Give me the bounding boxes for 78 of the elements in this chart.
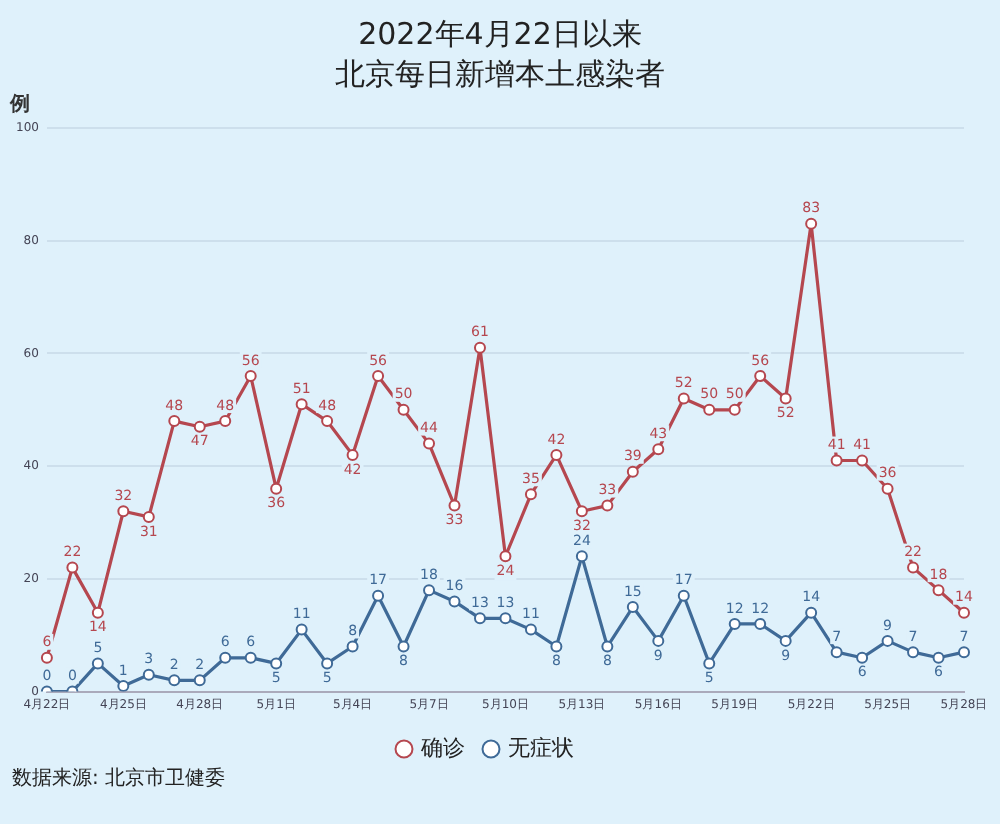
point <box>423 584 436 597</box>
point <box>754 617 767 630</box>
point <box>168 415 181 428</box>
point <box>499 612 512 625</box>
point <box>830 454 843 467</box>
point <box>805 606 818 619</box>
point <box>881 634 894 647</box>
point <box>932 584 945 597</box>
point <box>372 589 385 602</box>
point <box>703 403 716 416</box>
point <box>601 640 614 653</box>
y-axis-title: 例 <box>8 92 30 116</box>
point <box>550 640 563 653</box>
point <box>779 392 792 405</box>
point <box>728 403 741 416</box>
point <box>397 640 410 653</box>
point <box>346 640 359 653</box>
point <box>244 651 257 664</box>
point <box>40 651 53 664</box>
point <box>142 510 155 523</box>
point <box>754 369 767 382</box>
point <box>550 448 563 461</box>
point <box>856 454 869 467</box>
point <box>805 217 818 230</box>
point <box>575 505 588 518</box>
point <box>219 415 232 428</box>
point <box>728 617 741 630</box>
point <box>321 657 334 670</box>
point <box>524 488 537 501</box>
point <box>703 657 716 670</box>
point <box>168 674 181 687</box>
point <box>932 651 945 664</box>
point <box>270 482 283 495</box>
point <box>601 499 614 512</box>
point <box>958 606 970 619</box>
point <box>830 646 843 659</box>
chart-title: 2022年4月22日以来 <box>358 16 642 52</box>
point <box>193 674 206 687</box>
point <box>677 392 690 405</box>
legend-label: 无症状 <box>508 734 574 761</box>
point <box>856 651 869 664</box>
chart-subtitle: 北京每日新增本土感染者 <box>335 56 665 92</box>
point <box>881 482 894 495</box>
point <box>448 595 461 608</box>
point <box>397 403 410 416</box>
point <box>295 398 308 411</box>
source-note: 数据来源: 北京市卫健委 <box>12 766 226 790</box>
point <box>958 646 970 659</box>
point <box>193 420 206 433</box>
point <box>626 601 639 614</box>
point <box>575 550 588 563</box>
point <box>652 443 665 456</box>
point <box>117 679 130 692</box>
point <box>499 550 512 563</box>
point <box>524 623 537 636</box>
point <box>907 561 920 574</box>
point <box>321 415 334 428</box>
point <box>448 499 461 512</box>
point <box>117 505 130 518</box>
point <box>244 369 257 382</box>
point <box>295 623 308 636</box>
point <box>779 634 792 647</box>
point <box>270 657 283 670</box>
point <box>677 589 690 602</box>
point <box>142 668 155 681</box>
point <box>473 341 486 354</box>
point <box>346 448 359 461</box>
point <box>219 651 232 664</box>
point <box>652 634 665 647</box>
point <box>372 369 385 382</box>
point <box>626 465 639 478</box>
point <box>423 437 436 450</box>
point <box>91 606 104 619</box>
point <box>66 561 79 574</box>
legend-label: 确诊 <box>419 734 465 761</box>
point <box>907 646 920 659</box>
point <box>473 612 486 625</box>
point <box>91 657 104 670</box>
